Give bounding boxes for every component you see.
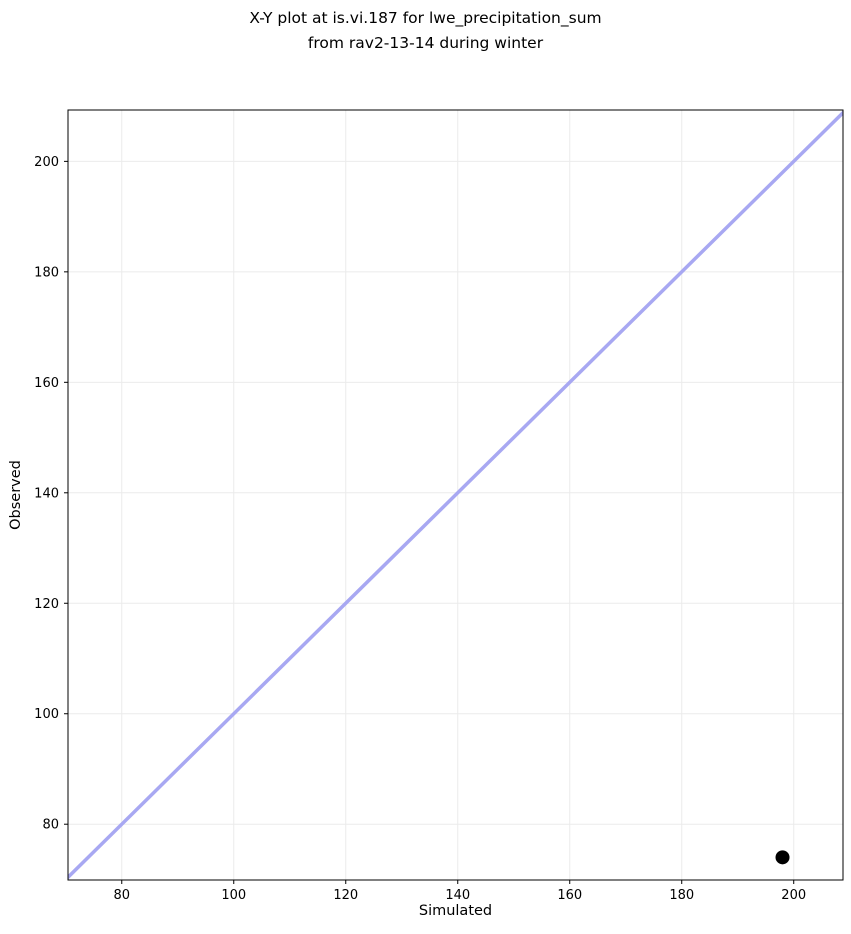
x-tick-label: 160: [557, 888, 582, 903]
y-axis-label: Observed: [8, 460, 24, 530]
y-tick-label: 180: [34, 265, 59, 280]
y-tick-label: 80: [42, 818, 59, 833]
data-point: [775, 850, 790, 865]
y-tick-label: 160: [34, 376, 59, 391]
chart-title: X-Y plot at is.vi.187 for lwe_precipitat…: [0, 6, 851, 56]
chart-title-line2: from rav2-13-14 during winter: [307, 34, 544, 52]
x-tick-label: 140: [445, 888, 470, 903]
y-tick-label: 120: [34, 597, 59, 612]
x-axis-label: Simulated: [418, 903, 493, 919]
axes-spines: [67, 109, 844, 881]
x-tick-label: 80: [113, 888, 130, 903]
x-tick-label: 100: [221, 888, 246, 903]
x-tick-label: 200: [781, 888, 806, 903]
y-tick-label: 140: [34, 486, 59, 501]
x-tick-label: 120: [333, 888, 358, 903]
x-tick-label: 180: [669, 888, 694, 903]
identity-line: [68, 110, 843, 880]
y-tick-label: 100: [34, 707, 59, 722]
y-tick-label: 200: [34, 155, 59, 170]
chart-title-line1: X-Y plot at is.vi.187 for lwe_precipitat…: [249, 9, 602, 27]
